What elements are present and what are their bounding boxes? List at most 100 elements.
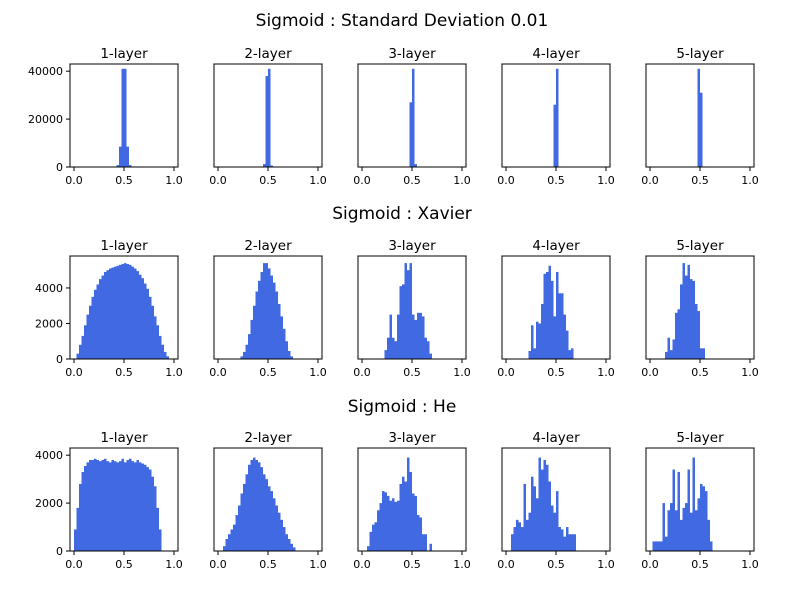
histogram-bar <box>655 541 658 551</box>
histogram-bar <box>672 469 675 551</box>
histogram-bar <box>662 503 665 551</box>
histogram-bar <box>109 462 112 551</box>
x-tick-label: 0.0 <box>209 174 227 187</box>
histogram-bar <box>690 512 693 551</box>
histogram-bar <box>245 344 248 359</box>
histogram-bar <box>99 279 102 359</box>
histogram-bar <box>692 457 695 551</box>
histogram-bar <box>79 344 82 359</box>
histogram-bar <box>76 353 79 359</box>
histogram-bar <box>561 293 564 359</box>
x-tick-label: 0.0 <box>65 558 83 571</box>
histogram-panel: 5-layer 0.0 0.5 1.0 <box>641 46 759 187</box>
histogram-bar <box>278 303 281 359</box>
x-tick-label: 1.0 <box>309 558 327 571</box>
histogram-bar <box>531 476 534 551</box>
x-tick-label: 0.0 <box>353 366 371 379</box>
histogram-bar <box>149 296 152 359</box>
x-tick-label: 0.0 <box>65 174 83 187</box>
histogram-bar <box>697 498 700 551</box>
x-tick-label: 0.5 <box>259 366 277 379</box>
histogram-bar <box>106 461 109 551</box>
histogram-bar <box>536 498 539 551</box>
histogram-bar <box>697 68 700 167</box>
histogram-bar <box>553 316 556 359</box>
histogram-bar <box>91 296 94 359</box>
histogram-bar <box>268 68 271 167</box>
histogram-bar <box>422 534 425 551</box>
histogram-bar <box>141 278 144 359</box>
x-tick-label: 0.5 <box>691 174 709 187</box>
histogram-bar <box>675 510 678 551</box>
histogram-bar <box>273 498 276 551</box>
histogram-bar <box>409 102 412 167</box>
histogram-bar <box>568 534 571 551</box>
panel-title: 2-layer <box>244 238 292 254</box>
histogram-bar <box>99 461 102 551</box>
histogram-bar <box>119 264 122 359</box>
histogram-bar <box>697 311 700 359</box>
panel-title: 3-layer <box>388 238 436 254</box>
histogram-bar <box>248 334 251 359</box>
histogram-bar <box>521 527 524 551</box>
histogram-bar <box>260 271 263 359</box>
histogram-panel: 5-layer 0.0 0.5 1.0 <box>641 238 759 379</box>
histogram-panel: 1-layer 0.0 0.5 1.0 0 20000 40000 <box>28 46 183 187</box>
y-tick-label: 2000 <box>35 497 63 510</box>
row-title: Sigmoid : He <box>348 397 457 417</box>
histogram-bar <box>690 279 693 359</box>
histogram-bar <box>556 271 559 359</box>
histogram-bar <box>280 519 283 551</box>
histogram-bar <box>407 270 410 359</box>
histogram-bar <box>96 284 99 359</box>
histogram-bar <box>382 491 385 551</box>
x-tick-label: 1.0 <box>597 366 615 379</box>
histogram-bar <box>156 325 159 359</box>
histogram-bar <box>149 469 152 551</box>
histogram-bar <box>84 465 87 551</box>
histogram-bar <box>667 337 670 359</box>
histogram-bar <box>407 457 410 551</box>
panel-title: 2-layer <box>244 46 292 62</box>
histogram-bar <box>556 68 559 167</box>
histogram-bar <box>265 75 268 167</box>
histogram-bar <box>134 268 137 359</box>
histogram-bar <box>129 165 132 167</box>
histogram-bar <box>394 501 397 551</box>
histogram-bar <box>670 350 673 359</box>
histogram-bar <box>240 356 243 359</box>
histogram-bar <box>263 474 266 551</box>
histogram-bar <box>571 534 574 551</box>
histogram-bar <box>511 534 514 551</box>
histogram-bar <box>268 268 271 359</box>
histogram-bar <box>164 351 167 359</box>
histogram-bar <box>672 339 675 359</box>
histogram-bar <box>389 314 392 359</box>
histogram-bar <box>126 146 129 167</box>
histogram-bar <box>283 527 286 551</box>
histogram-bar <box>250 319 253 359</box>
histogram-bar <box>558 527 561 551</box>
x-tick-label: 0.5 <box>403 558 421 571</box>
histogram-bar <box>538 323 541 359</box>
histogram-bar <box>692 280 695 359</box>
histogram-bar <box>700 348 703 359</box>
x-tick-label: 0.0 <box>641 558 659 571</box>
histogram-bar <box>94 458 97 551</box>
x-tick-label: 1.0 <box>453 174 471 187</box>
histogram-bar <box>414 319 417 359</box>
histogram-bar <box>290 356 293 359</box>
histogram-bar <box>533 486 536 551</box>
x-tick-label: 0.5 <box>403 366 421 379</box>
histogram-panel: 2-layer 0.0 0.5 1.0 <box>209 238 327 379</box>
histogram-bar <box>652 541 655 551</box>
x-tick-label: 0.5 <box>259 174 277 187</box>
panel-title: 3-layer <box>388 46 436 62</box>
histogram-bar <box>144 283 147 359</box>
histogram-bar <box>166 356 169 359</box>
histogram-bar <box>243 483 246 551</box>
histogram-bar <box>278 512 281 551</box>
histogram-bar <box>700 483 703 551</box>
histogram-bar <box>543 459 546 551</box>
